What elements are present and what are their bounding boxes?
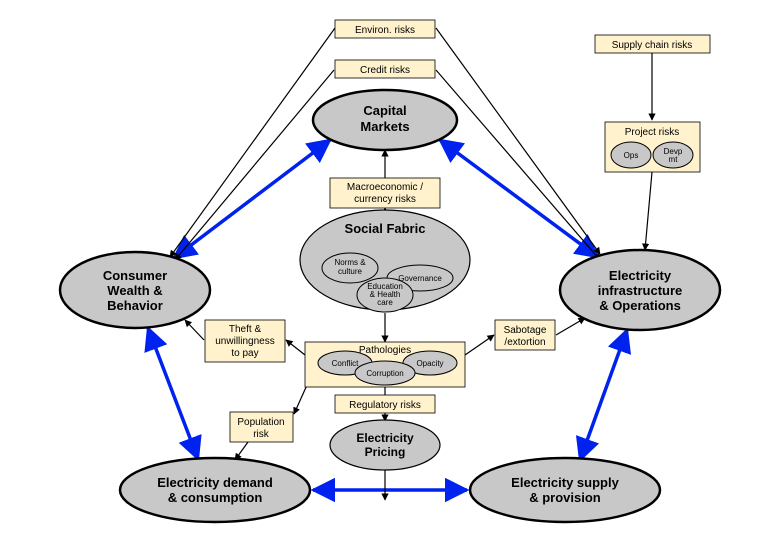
box-macro-risks: Macroeconomic / currency risks: [330, 178, 440, 208]
svg-text:Project risks: Project risks: [625, 127, 679, 138]
svg-text:culture: culture: [338, 267, 363, 276]
svg-text:care: care: [377, 298, 393, 307]
node-electricity-pricing: Electricity Pricing: [330, 420, 440, 470]
node-demand: Electricity demand & consumption: [120, 458, 310, 522]
svg-text:Credit risks: Credit risks: [360, 65, 410, 76]
svg-text:Consumer: Consumer: [103, 268, 167, 283]
svg-text:Social Fabric: Social Fabric: [345, 221, 426, 236]
box-pathologies: Pathologies Conflict Opacity Corruption: [305, 342, 465, 387]
box-theft: Theft & unwillingness to pay: [205, 320, 285, 362]
svg-text:risk: risk: [253, 429, 270, 440]
box-sabotage: Sabotage /extortion: [495, 320, 555, 350]
svg-text:Behavior: Behavior: [107, 298, 163, 313]
box-population-risk: Population risk: [230, 412, 293, 442]
svg-text:Electricity demand: Electricity demand: [157, 475, 273, 490]
svg-text:Theft &: Theft &: [229, 324, 262, 335]
svg-text:& consumption: & consumption: [168, 490, 263, 505]
svg-text:infrastructure: infrastructure: [598, 283, 683, 298]
svg-text:Conflict: Conflict: [332, 359, 359, 368]
box-project-risks: Project risks Ops Devp mt: [605, 122, 700, 172]
edge-capital-infra: [440, 140, 598, 257]
electricity-risk-diagram: Environ. risks Credit risks Supply chain…: [0, 0, 769, 553]
svg-text:Environ. risks: Environ. risks: [355, 25, 415, 36]
node-consumer: Consumer Wealth & Behavior: [60, 252, 210, 328]
svg-text:Macroeconomic /: Macroeconomic /: [347, 182, 423, 193]
svg-text:Ops: Ops: [624, 151, 639, 160]
node-capital-markets: Capital Markets: [313, 90, 457, 150]
svg-text:to pay: to pay: [231, 348, 258, 359]
box-regulatory-risks: Regulatory risks: [335, 395, 435, 413]
svg-text:& provision: & provision: [529, 490, 601, 505]
node-infrastructure: Electricity infrastructure & Operations: [560, 250, 720, 330]
svg-text:Regulatory risks: Regulatory risks: [349, 400, 421, 411]
svg-text:mt: mt: [669, 155, 679, 164]
svg-text:Electricity supply: Electricity supply: [511, 475, 619, 490]
svg-text:Norms &: Norms &: [334, 258, 366, 267]
svg-text:Supply chain risks: Supply chain risks: [612, 40, 693, 51]
svg-text:unwillingness: unwillingness: [215, 336, 274, 347]
svg-text:Sabotage: Sabotage: [504, 325, 547, 336]
svg-text:Population: Population: [237, 417, 284, 428]
svg-text:Electricity: Electricity: [356, 431, 414, 445]
svg-text:Corruption: Corruption: [366, 369, 403, 378]
svg-text:Wealth &: Wealth &: [107, 283, 162, 298]
svg-text:Markets: Markets: [360, 119, 409, 134]
svg-text:Electricity: Electricity: [609, 268, 672, 283]
svg-text:Pathologies: Pathologies: [359, 345, 411, 356]
risk-boxes: Environ. risks Credit risks Supply chain…: [205, 20, 710, 442]
svg-text:/extortion: /extortion: [504, 337, 545, 348]
node-supply: Electricity supply & provision: [470, 458, 660, 522]
box-environ-risks: Environ. risks: [335, 20, 435, 38]
svg-text:& Operations: & Operations: [599, 298, 681, 313]
node-social-fabric: Social Fabric Norms & culture Governance…: [300, 210, 470, 312]
edge-infra-supply: [580, 330, 627, 460]
box-credit-risks: Credit risks: [335, 60, 435, 78]
edge-consumer-demand: [148, 328, 198, 459]
svg-text:currency risks: currency risks: [354, 194, 416, 205]
svg-text:Opacity: Opacity: [416, 359, 443, 368]
box-supply-chain-risks: Supply chain risks: [595, 35, 710, 53]
svg-text:Capital: Capital: [363, 103, 406, 118]
svg-text:Governance: Governance: [398, 274, 442, 283]
svg-text:Pricing: Pricing: [365, 445, 406, 459]
